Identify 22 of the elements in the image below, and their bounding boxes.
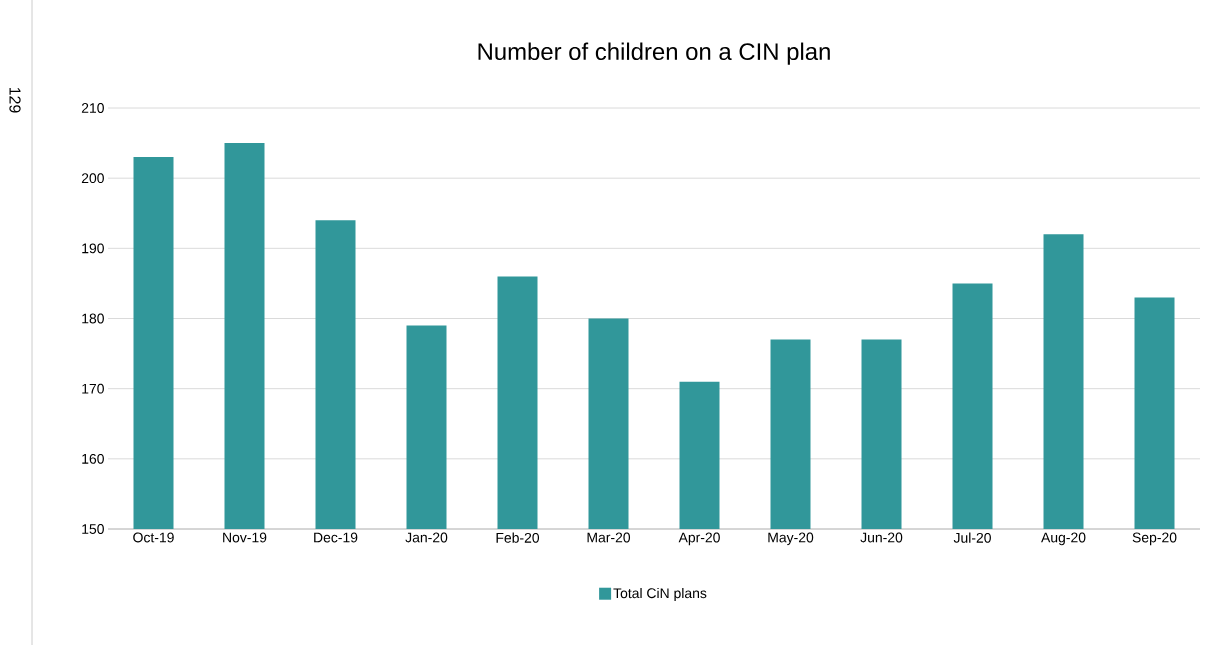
y-tick-label: 160 [82,453,104,464]
x-tick-label: Jun-20 [860,532,903,543]
x-tick-label: May-20 [768,532,814,546]
x-tick-label: Apr-20 [678,532,720,546]
y-tick-label: 200 [81,173,104,184]
legend-label: Total CiN plans [613,587,707,601]
y-tick-label: 150 [82,524,104,534]
x-tick-label: Oct-19 [133,532,174,543]
chart-title: Number of children on a CIN plan [478,42,830,65]
x-tick-label: Dec-19 [314,532,358,543]
y-tick-label: 170 [82,383,104,394]
x-tick-label: Aug-20 [1041,532,1086,546]
x-tick-label: Feb-20 [496,532,540,543]
text: 129 [9,87,21,113]
x-tick-label: Mar-20 [587,532,631,543]
y-tick-label: 180 [82,313,104,324]
y-tick-label: 190 [82,243,104,254]
x-tick-label: Nov-19 [223,532,267,543]
x-tick-label: Jul-20 [953,532,991,543]
x-tick-label: Jan-20 [405,532,448,543]
y-tick-label: 210 [81,103,104,113]
x-tick-label: Sep-20 [1132,532,1177,546]
